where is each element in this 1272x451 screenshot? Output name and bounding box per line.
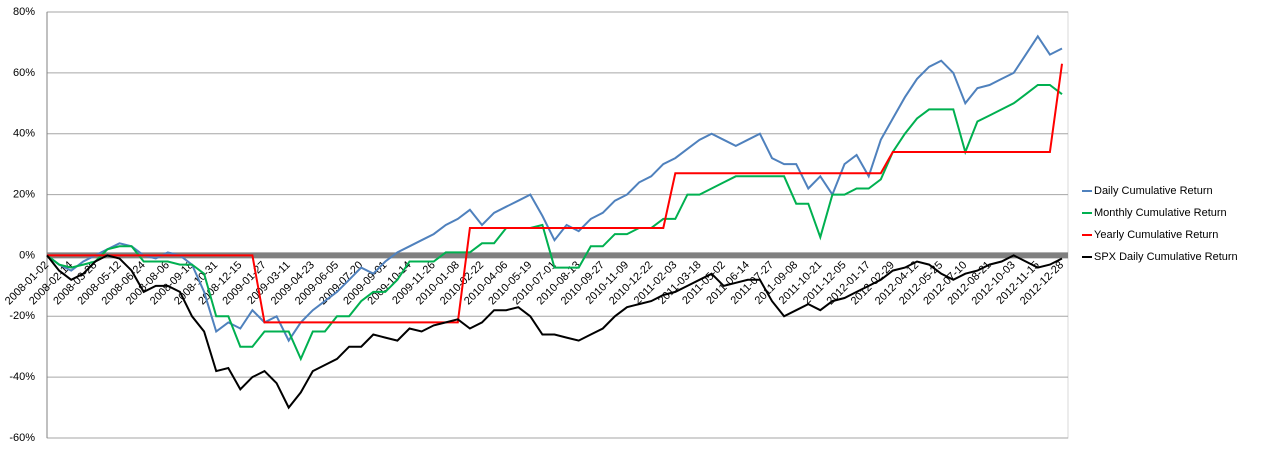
y-tick-label: 80% — [13, 6, 35, 18]
legend-label: Daily Cumulative Return — [1094, 185, 1213, 197]
y-tick-label: -20% — [9, 310, 35, 322]
series-line — [47, 63, 1063, 324]
legend-label: Monthly Cumulative Return — [1094, 207, 1227, 219]
series-line — [46, 254, 1063, 410]
y-tick-label: -60% — [9, 432, 35, 444]
series-line — [46, 84, 1063, 362]
legend-label: Yearly Cumulative Return — [1094, 229, 1218, 241]
y-tick-label: 40% — [13, 128, 35, 140]
legend-label: SPX Daily Cumulative Return — [1094, 251, 1238, 263]
y-tick-label: 0% — [19, 249, 35, 261]
y-tick-label: 20% — [13, 188, 35, 200]
plot-frame — [46, 11, 1069, 439]
series-line — [46, 34, 1063, 343]
y-tick-label: 60% — [13, 67, 35, 79]
y-tick-label: -40% — [9, 371, 35, 383]
